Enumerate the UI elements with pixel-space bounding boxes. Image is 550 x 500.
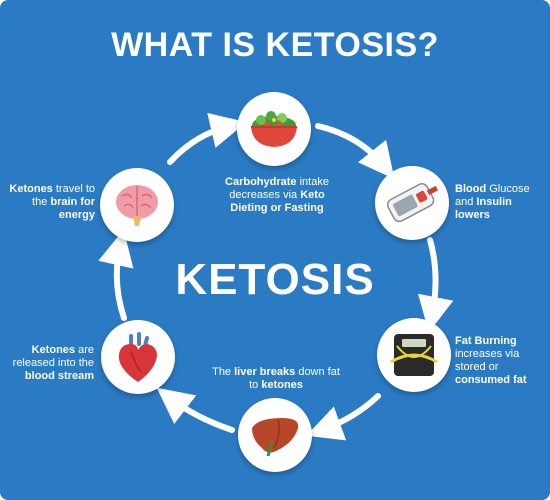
arrow-scale-to-liver: [306, 393, 381, 441]
step-text-bold: Carbohydrate: [225, 176, 297, 188]
node-salad: [237, 92, 311, 166]
step-text-bold: Ketones: [31, 344, 76, 356]
node-glucose-meter: [375, 166, 449, 240]
node-scale: [377, 318, 451, 392]
step-label-fat-burning: Fat Burning increases via stored or cons…: [455, 335, 545, 387]
node-liver: [238, 398, 312, 472]
step-text-bold: blood stream: [24, 370, 94, 382]
step-label-carbohydrate: Carbohydrate intake decreases via Keto D…: [212, 176, 342, 215]
step-text-bold: Blood: [455, 183, 487, 195]
center-heading: KETOSIS: [175, 255, 375, 304]
salad-bowl-icon: [251, 111, 297, 147]
step-label-liver: The liver breaks down fat to ketones: [212, 366, 340, 392]
liver-icon: [252, 418, 299, 457]
step-text: The: [212, 366, 235, 378]
heart-icon: [118, 332, 157, 382]
step-text: intake decreases via: [229, 176, 329, 201]
arrow-brain-to-salad: [167, 112, 247, 165]
step-label-brain: Ketones travel to the brain for energy: [4, 183, 95, 222]
step-text: travel to the: [32, 183, 95, 208]
page-title: WHAT IS KETOSIS?: [111, 26, 439, 64]
step-label-blood-stream: Ketones are released into the blood stre…: [4, 344, 94, 383]
arrow-meter-to-scale: [418, 237, 454, 333]
step-text-bold: Keto Dieting or Fasting: [230, 189, 325, 214]
step-text-bold: Insulin lowers: [455, 196, 512, 221]
step-text-bold: Fat Burning: [455, 335, 517, 347]
step-text: down fat to: [249, 366, 340, 391]
step-text-bold: Ketones: [9, 183, 53, 195]
step-label-blood-glucose: Blood Glucose and Insulin lowers: [455, 183, 545, 222]
arrow-salad-to-meter: [315, 123, 395, 180]
node-heart: [101, 320, 175, 394]
brain-icon: [116, 185, 158, 226]
step-text: are released into the: [12, 344, 94, 369]
arrow-liver-to-heart: [156, 387, 235, 433]
scale-measuring-tape-icon: [390, 334, 438, 376]
step-text-bold: ketones: [261, 379, 303, 391]
step-text: increases via stored or: [455, 348, 520, 373]
step-text-bold: brain for energy: [50, 196, 95, 221]
step-text-bold: liver breaks: [234, 366, 296, 378]
node-brain: [100, 168, 174, 242]
step-text-bold: consumed fat: [455, 374, 527, 386]
step-text: Glucose and: [455, 183, 530, 208]
arrow-heart-to-brain: [98, 229, 134, 321]
glucose-meter-icon: [386, 183, 439, 223]
